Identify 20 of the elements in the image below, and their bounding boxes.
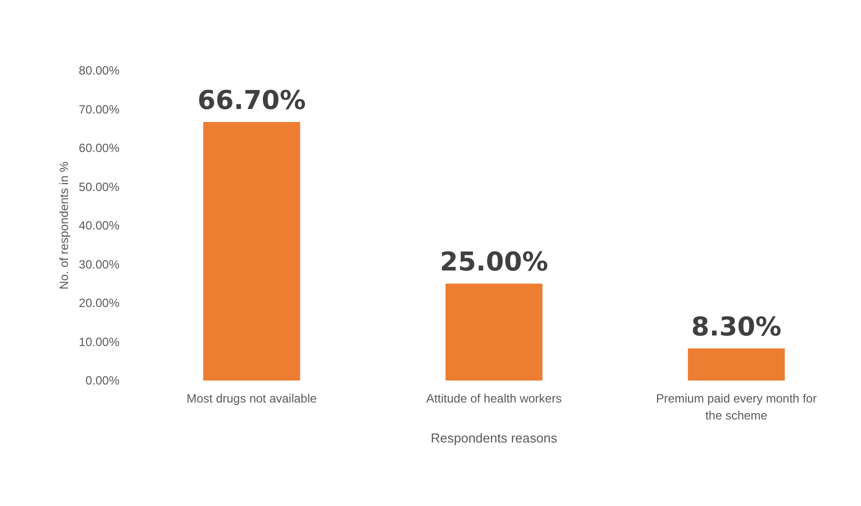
data-label: 66.70% (198, 86, 306, 116)
y-tick-label: 40.00% (78, 218, 120, 232)
x-tick-label: Attitude of health workers (426, 392, 562, 406)
bar (446, 284, 542, 380)
x-tick-label: Most drugs not available (186, 392, 318, 406)
y-tick-label: 50.00% (78, 180, 120, 194)
y-tick-label: 0.00% (85, 374, 120, 388)
x-tick-label: Premium paid every month for the scheme (656, 392, 817, 422)
x-axis-title: Respondents reasons (430, 430, 558, 446)
data-label: 25.00% (440, 248, 548, 278)
y-tick-label: 30.00% (78, 257, 120, 272)
y-tick-label: 20.00% (78, 296, 120, 310)
y-axis-title: No. of respondents in % (56, 161, 71, 290)
data-label: 8.30% (691, 312, 782, 342)
bar (203, 122, 300, 380)
y-tick-label: 60.00% (78, 141, 120, 155)
y-tick-label: 10.00% (78, 334, 120, 349)
bar (688, 348, 785, 380)
y-tick-label: 80.00% (78, 64, 120, 78)
y-tick-label: 70.00% (78, 102, 120, 116)
